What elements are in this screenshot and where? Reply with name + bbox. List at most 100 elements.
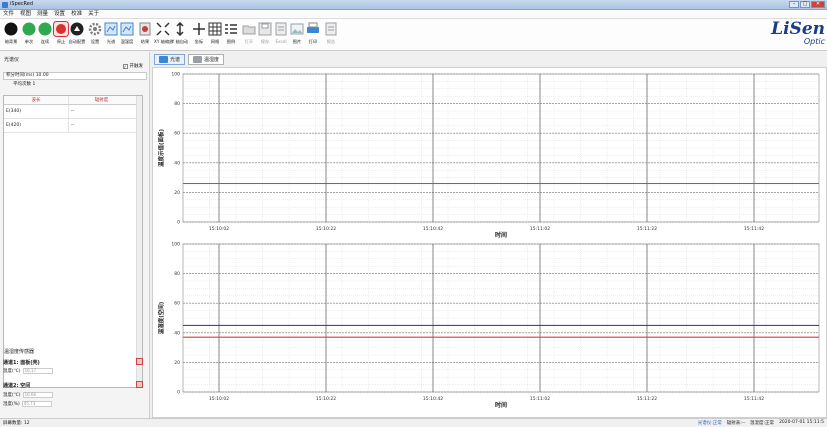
integration-value[interactable]: 10.00 [35,73,49,78]
menu-item-5[interactable]: 关于 [88,11,100,17]
brand-logo: LiSen Optic [765,21,825,47]
status-thermo: 温湿度:正常 [750,421,775,426]
menu-item-0[interactable]: 文件 [3,11,15,17]
temperature-humidity-icon [119,21,135,37]
toolbar-button-8[interactable]: 结果 [136,21,154,45]
table-scrollbar[interactable] [136,96,142,387]
toolbar-button-label: 暗背景 [4,39,18,44]
integration-time-field[interactable]: 积分时间(ms) 10.00 [3,72,147,80]
toolbar-button-9[interactable]: XY 轴缩放 [154,21,173,45]
column-wavelength[interactable]: 波长 [4,96,69,104]
measurement-table: 波长 辐射度 E(340) -- E(420) -- [3,95,143,388]
x-tick-label: 15:11:22 [637,396,657,402]
y-tick-label: 40 [174,160,180,166]
toolbar-button-10[interactable]: Y 轴自动 [171,21,189,45]
toolbar-button-3[interactable]: 停止 [52,21,70,45]
toolbar-button-label: 自动配置 [68,39,86,44]
menu-item-3[interactable]: 设置 [54,11,66,17]
channel2-title: 通道2: 空间 [3,383,31,389]
plot-area: 0 20 40 60 80 100 15:10:02 15:10:22 15:10:42 15:1… [152,67,827,418]
x-tick-label: 15:11:02 [530,396,550,402]
channel2-temperature: 温度(℃) 16.66 [3,392,53,398]
toolbar: LiSen Optic 暗背景 单次 连续 停止 自动配置 设置 光谱 温湿度 结果 XY 轴缩放… [0,19,827,51]
channel2-pin-icon[interactable] [136,381,143,388]
trigger-toggle[interactable]: ✓ 开触发 [122,63,143,69]
toolbar-button-7[interactable]: 温湿度 [118,21,136,45]
row-value: -- [71,109,75,114]
toolbar-button-6[interactable]: 光谱 [102,21,120,45]
toolbar-button-14[interactable]: 打开 [240,21,258,45]
status-right: 光谱仪:正常 辐射表:-- 温湿度:正常 2020-07-01 15:11:5 [698,420,824,426]
toolbar-button-2[interactable]: 连续 [36,21,54,45]
charts-svg[interactable]: 0 20 40 60 80 100 15:10:02 15:10:22 15:10:42 15:1… [153,68,827,419]
toolbar-button-11[interactable]: 坐标 [190,21,208,45]
toolbar-button-13[interactable]: 图例 [222,21,240,45]
row-name: E(420) [4,119,69,132]
minimize-button[interactable]: – [789,1,799,8]
tab-spectrum-label: 光谱 [170,57,181,63]
stop-icon [53,21,69,37]
menu-bar: 文件 视图 测量 设置 校准 关于 [0,10,827,19]
spectrum-tab-icon [159,56,168,63]
tab-temperature-humidity[interactable]: 温湿度 [188,54,225,65]
table-header: 波长 辐射度 [4,96,142,105]
channel2-hum-label: 湿度(%) [3,402,20,407]
y-tick-label: 20 [174,360,180,366]
thermo-tab-icon [193,56,203,63]
y-tick-label: 100 [171,242,180,248]
y-tick-label: 80 [174,271,180,277]
average-value[interactable]: 1 [32,82,36,87]
x-axis-label: 时间 [495,231,507,239]
toolbar-button-label: Excel [275,39,287,44]
menu-item-2[interactable]: 测量 [37,11,49,17]
channel1-title: 通道1: 面板(壳) [3,360,40,366]
menu-item-1[interactable]: 视图 [20,11,32,17]
x-axis-label: 时间 [495,401,507,409]
channel1-temp-label: 温度(℃) [3,369,21,374]
toolbar-button-18[interactable]: 打印 [304,21,322,45]
channel2-humidity: 湿度(%) 45.73 [3,401,52,407]
status-left: 屏幕数量: 12 [3,421,30,426]
trigger-checkbox[interactable]: ✓ [122,63,128,69]
toolbar-button-15[interactable]: 保存 [256,21,274,45]
channel1-temp-value: 16.17 [22,368,53,374]
channel1-pin-icon[interactable] [136,358,143,365]
toolbar-button-label: 打开 [244,39,254,44]
toolbar-button-1[interactable]: 单次 [20,21,38,45]
status-radiometer: 辐射表:-- [726,421,746,426]
print-icon [305,21,321,37]
menu-item-4[interactable]: 校准 [71,11,83,17]
left-panel: 光谱仪 ✓ 开触发 积分时间(ms) 10.00 平均次数 1 波长 辐射度 E… [0,52,150,418]
toolbar-button-5[interactable]: 设置 [86,21,104,45]
x-tick-label: 15:11:42 [744,396,764,402]
tab-spectrum[interactable]: 光谱 [154,54,186,65]
save-icon [257,21,273,37]
y-tick-label: 60 [174,301,180,307]
maximize-button[interactable]: □ [800,1,810,8]
channel1-group: 通道1: 面板(壳) [3,358,147,366]
dark-background-icon [3,21,19,37]
y-axis-label: 温湿度(空间) [157,301,165,334]
toolbar-button-12[interactable]: 网格 [206,21,224,45]
toolbar-button-16[interactable]: Excel [272,21,290,44]
x-tick-label: 15:10:02 [209,226,229,232]
y-tick-label: 0 [177,390,180,396]
integration-label: 积分时间(ms) [6,73,35,78]
toolbar-button-label: 保存 [260,39,270,44]
table-row[interactable]: E(420) -- [4,119,142,133]
view-tabs: 光谱 温湿度 [154,54,225,66]
image-icon [289,21,305,37]
average-count-field[interactable]: 平均次数 1 [3,82,147,90]
toolbar-button-19[interactable]: 报告 [322,21,340,45]
toolbar-button-0[interactable]: 暗背景 [2,21,20,45]
close-button[interactable]: ✕ [811,1,825,8]
table-row[interactable]: E(340) -- [4,105,142,119]
column-irradiance[interactable]: 辐射度 [94,98,109,103]
xy-zoom-icon [155,21,171,37]
y-tick-label: 100 [171,72,180,78]
toolbar-button-17[interactable]: 图片 [288,21,306,45]
toolbar-button-4[interactable]: 自动配置 [68,21,86,45]
row-value: -- [71,123,75,128]
title-bar: iSpecRed – □ ✕ [0,0,827,10]
x-tick-label: 15:10:22 [316,226,336,232]
